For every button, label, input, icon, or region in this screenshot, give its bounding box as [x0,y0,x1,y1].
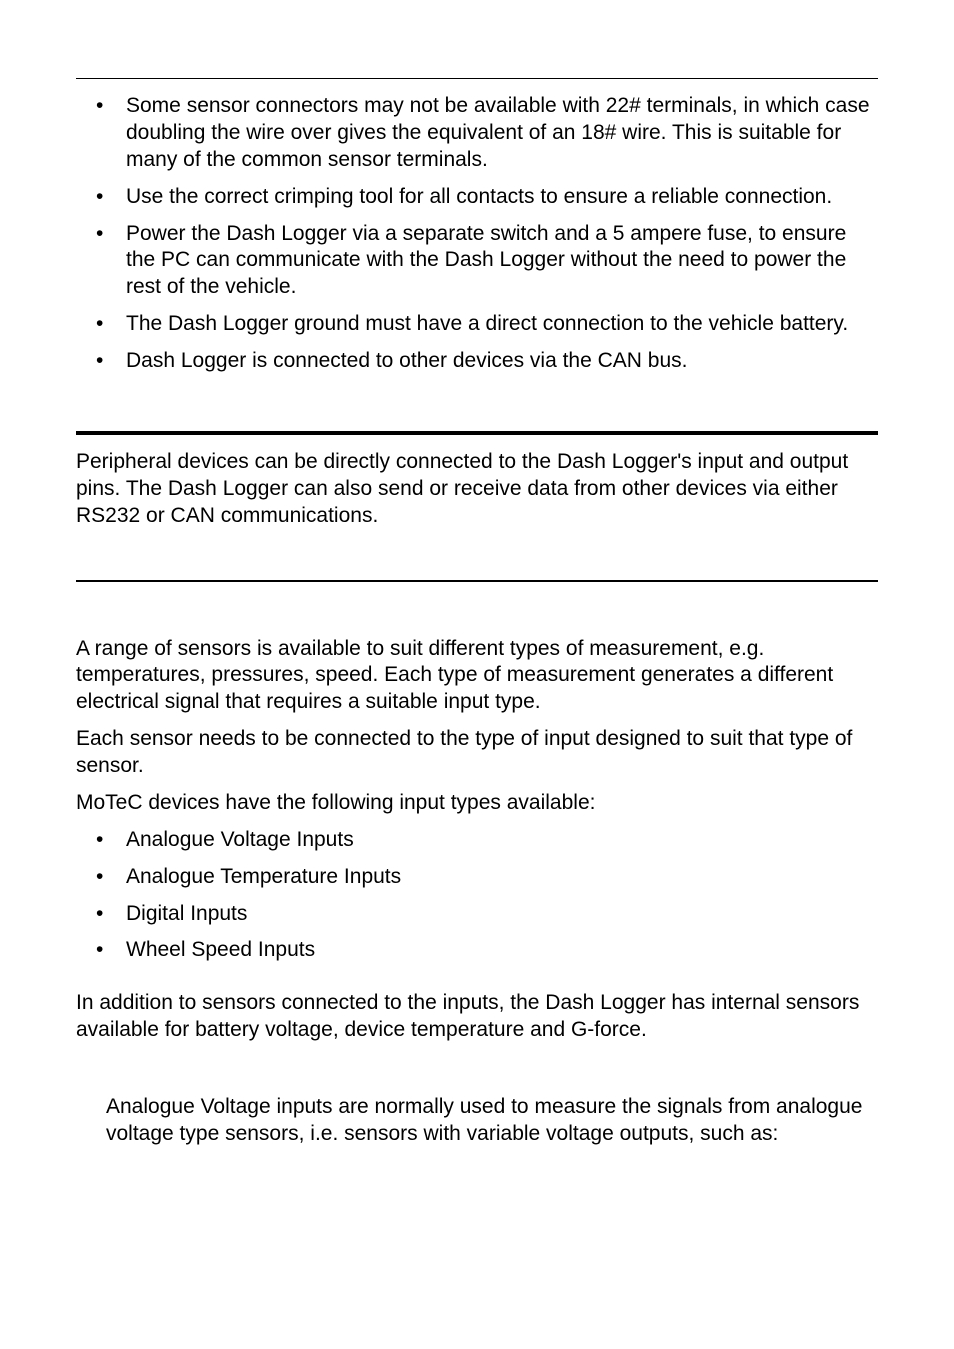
list-item: Digital Inputs [76,901,878,928]
list-item: Analogue Voltage Inputs [76,827,878,854]
list-item-text: Use the correct crimping tool for all co… [126,185,832,208]
list-item: Some sensor connectors may not be availa… [76,93,878,174]
list-item-text: Analogue Voltage Inputs [126,828,354,851]
list-item-text: The Dash Logger ground must have a direc… [126,312,848,335]
list-item-text: Power the Dash Logger via a separate swi… [126,222,846,299]
sensors-paragraph: A range of sensors is available to suit … [76,636,878,717]
list-item: Dash Logger is connected to other device… [76,348,878,375]
analogue-voltage-paragraph: Analogue Voltage inputs are normally use… [106,1094,878,1148]
sensors-paragraph: Each sensor needs to be connected to the… [76,726,878,780]
list-item: Analogue Temperature Inputs [76,864,878,891]
list-item-text: Some sensor connectors may not be availa… [126,94,870,171]
section-divider-thick [76,431,878,435]
list-item: Use the correct crimping tool for all co… [76,184,878,211]
input-types-list: Analogue Voltage Inputs Analogue Tempera… [76,827,878,965]
list-item: Wheel Speed Inputs [76,937,878,964]
list-item-text: Dash Logger is connected to other device… [126,349,687,372]
internal-sensors-paragraph: In addition to sensors connected to the … [76,990,878,1044]
peripheral-devices-paragraph: Peripheral devices can be directly conne… [76,449,878,530]
list-item-text: Wheel Speed Inputs [126,938,315,961]
list-item: The Dash Logger ground must have a direc… [76,311,878,338]
section-divider-thin [76,78,878,79]
list-item: Power the Dash Logger via a separate swi… [76,221,878,302]
wiring-notes-list: Some sensor connectors may not be availa… [76,93,878,375]
document-page: Some sensor connectors may not be availa… [0,0,954,1349]
analogue-voltage-block: Analogue Voltage inputs are normally use… [76,1094,878,1148]
list-item-text: Digital Inputs [126,902,247,925]
section-divider-medium [76,580,878,582]
sensors-paragraph: MoTeC devices have the following input t… [76,790,878,817]
list-item-text: Analogue Temperature Inputs [126,865,401,888]
